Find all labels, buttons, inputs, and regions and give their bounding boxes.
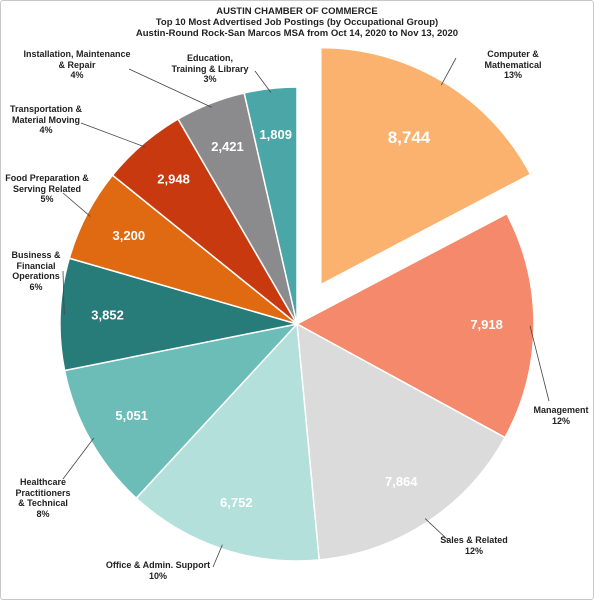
share-label: 12% xyxy=(551,415,571,426)
share-label: 4% xyxy=(39,125,53,135)
leader-line xyxy=(80,122,146,148)
leader-line xyxy=(424,518,450,542)
value-label: 1,809 xyxy=(259,127,292,142)
leader-line xyxy=(62,437,95,480)
title-block: AUSTIN CHAMBER OF COMMERCE Top 10 Most A… xyxy=(1,6,593,39)
slice-label: Healthcare Practitioners & Technical 8% xyxy=(15,477,70,519)
leader-line xyxy=(62,270,65,315)
share-label: 12% xyxy=(464,545,483,556)
category-label: Business & Financial Operations xyxy=(11,250,61,281)
category-label: Sales & Related xyxy=(440,535,508,545)
slice-label: Computer & Mathematical 13% xyxy=(473,49,553,81)
value-label: 2,421 xyxy=(211,139,244,154)
category-label: Education, Training & Library xyxy=(171,53,249,74)
share-label: 13% xyxy=(503,70,522,80)
leader-line xyxy=(529,325,550,402)
category-label: Office & Admin. Support xyxy=(105,560,211,570)
category-label: Management xyxy=(533,405,589,415)
category-label: Healthcare Practitioners & Technical xyxy=(15,477,71,508)
leader-line xyxy=(254,70,272,93)
category-label: Food Preparation & Serving Related xyxy=(5,173,89,194)
leader-line xyxy=(128,68,212,108)
chart-subtitle: Top 10 Most Advertised Job Postings (by … xyxy=(155,17,439,28)
value-label: 8,744 xyxy=(388,128,431,147)
category-label: Installation, Maintenance & Repair xyxy=(23,49,131,70)
share-label: 4% xyxy=(70,70,84,80)
slice-label: Sales & Related 12% xyxy=(440,535,508,556)
slice-label: Food Preparation & Serving Related 5% xyxy=(5,173,89,205)
value-label: 7,864 xyxy=(385,474,418,489)
slice-label: Business & Financial Operations 6% xyxy=(11,250,60,292)
category-label: Computer & Mathematical xyxy=(484,49,542,70)
slice-label: Office & Admin. Support 10% xyxy=(106,560,210,581)
pie-slice xyxy=(295,212,535,439)
value-label: 7,918 xyxy=(470,317,503,332)
share-label: 8% xyxy=(36,508,50,519)
pie-slice xyxy=(63,322,300,500)
slice-label: Installation, Maintenance & Repair 4% xyxy=(23,49,130,81)
leader-line xyxy=(62,192,91,217)
leader-line xyxy=(212,544,223,568)
value-label: 2,948 xyxy=(157,172,190,187)
chart-subtitle: Austin-Round Rock-San Marcos MSA from Oc… xyxy=(135,28,459,39)
slice-label: Education, Training & Library 3% xyxy=(171,53,248,85)
value-label: 3,852 xyxy=(91,308,124,323)
pie-slice xyxy=(59,257,298,372)
pie-slice xyxy=(296,322,507,561)
chart-title: AUSTIN CHAMBER OF COMMERCE xyxy=(216,6,378,17)
slice-label: Transportation & Material Moving 4% xyxy=(10,104,82,136)
share-label: 10% xyxy=(148,570,168,581)
leader-line xyxy=(440,57,457,86)
value-label: 5,051 xyxy=(115,408,148,423)
category-label: Transportation & Material Moving xyxy=(9,104,83,125)
value-label: 6,752 xyxy=(220,495,253,510)
slice-label: Management 12% xyxy=(533,405,588,426)
share-label: 5% xyxy=(40,194,54,204)
share-label: 6% xyxy=(29,281,43,292)
share-label: 3% xyxy=(203,74,217,84)
value-label: 3,200 xyxy=(113,228,146,243)
pie-slice xyxy=(243,86,298,325)
